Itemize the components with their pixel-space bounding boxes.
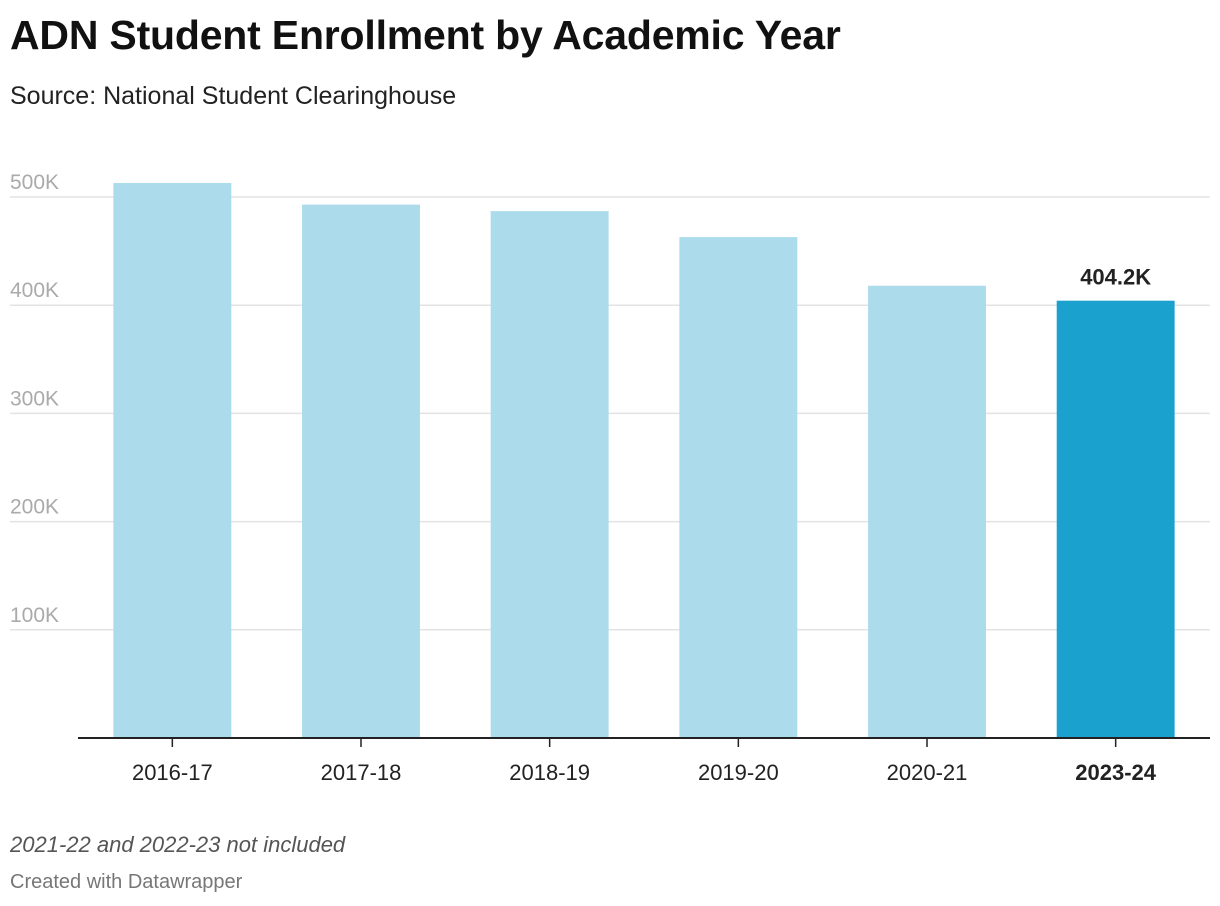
x-tick-label: 2018-19 xyxy=(509,760,590,785)
data-label: 404.2K xyxy=(1080,265,1151,290)
bar-2016-17 xyxy=(113,182,232,739)
bar-2023-24 xyxy=(1056,300,1175,738)
chart-subtitle: Source: National Student Clearinghouse xyxy=(10,82,457,110)
chart-credit: Created with Datawrapper xyxy=(10,871,243,893)
gridlines: 100K 200K 300K 400K 500K xyxy=(10,171,1210,631)
x-tick-label: 2020-21 xyxy=(887,760,968,785)
chart-note: 2021-22 and 2022-23 not included xyxy=(10,832,346,857)
x-tick-label: 2017-18 xyxy=(321,760,402,785)
bar-2020-21 xyxy=(868,285,986,738)
bar-2018-19 xyxy=(490,211,609,739)
bars xyxy=(113,182,1175,739)
x-tick-label: 2019-20 xyxy=(698,760,779,785)
x-tick-label: 2016-17 xyxy=(132,760,213,785)
chart-title: ADN Student Enrollment by Academic Year xyxy=(10,12,841,58)
y-tick-label: 500K xyxy=(10,171,59,194)
y-tick-label: 400K xyxy=(10,279,59,302)
y-tick-label: 200K xyxy=(10,496,59,519)
bar-2017-18 xyxy=(302,204,420,738)
y-tick-label: 100K xyxy=(10,604,59,627)
bar-2019-20 xyxy=(679,237,798,738)
y-tick-label: 300K xyxy=(10,387,59,410)
labels: 404.2K xyxy=(1080,265,1151,290)
x-tick-label: 2023-24 xyxy=(1075,760,1157,785)
x-axis: 2016-17 2017-18 2018-19 2019-20 2020-21 2023-… xyxy=(78,737,1210,785)
